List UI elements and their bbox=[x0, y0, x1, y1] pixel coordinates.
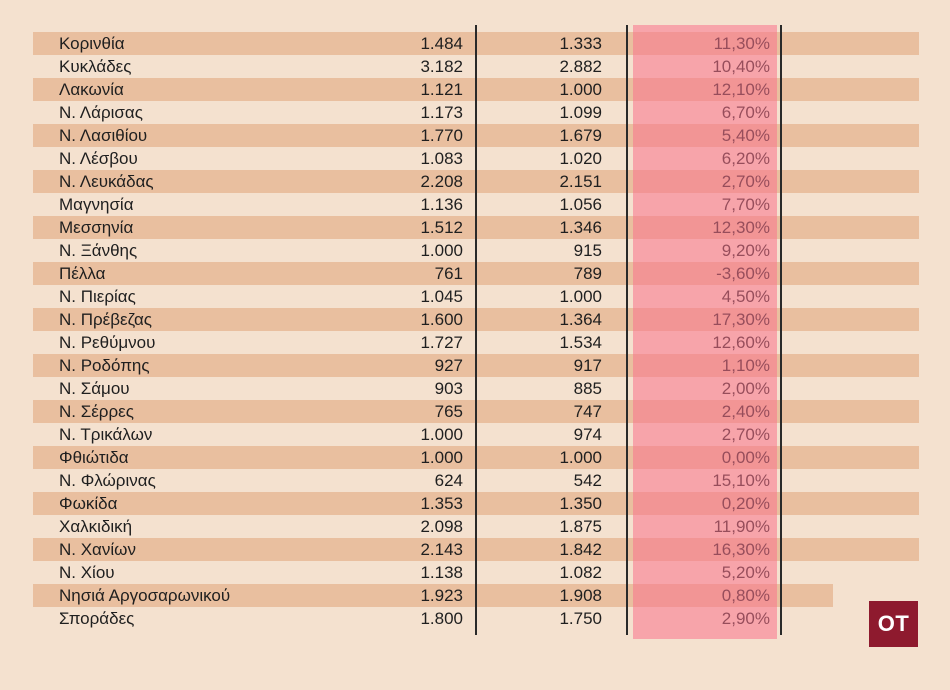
value-first: 3.182 bbox=[420, 57, 463, 76]
value-first: 1.353 bbox=[420, 494, 463, 513]
value-first: 2.098 bbox=[420, 517, 463, 536]
region-name: Σποράδες bbox=[59, 609, 135, 628]
value-first: 1.484 bbox=[420, 34, 463, 53]
value-second: 974 bbox=[573, 425, 602, 444]
region-name: Ν. Πρέβεζας bbox=[59, 310, 152, 329]
region-name: Ν. Ρεθύμνου bbox=[59, 333, 156, 352]
value-second: 789 bbox=[573, 264, 602, 283]
value-second: 1.534 bbox=[559, 333, 602, 352]
region-name: Ν. Λέσβου bbox=[59, 149, 138, 168]
region-name: Ν. Πιερίας bbox=[59, 287, 136, 306]
region-name: Ν. Τρικάλων bbox=[59, 425, 153, 444]
value-first: 1.173 bbox=[420, 103, 463, 122]
region-name: Ν. Χίου bbox=[59, 563, 115, 582]
value-second: 917 bbox=[573, 356, 602, 375]
value-first: 761 bbox=[434, 264, 463, 283]
value-first: 927 bbox=[434, 356, 463, 375]
column-divider-1 bbox=[475, 25, 477, 635]
value-first: 1.800 bbox=[420, 609, 463, 628]
region-name: Ν. Σέρρες bbox=[59, 402, 134, 421]
value-second: 885 bbox=[573, 379, 602, 398]
column-divider-2 bbox=[626, 25, 628, 635]
value-first: 1.512 bbox=[420, 218, 463, 237]
value-first: 2.143 bbox=[420, 540, 463, 559]
value-second: 1.099 bbox=[559, 103, 602, 122]
value-second: 1.000 bbox=[559, 287, 602, 306]
region-name: Ν. Λευκάδας bbox=[59, 172, 154, 191]
region-name: Μεσσηνία bbox=[59, 218, 134, 237]
value-first: 1.923 bbox=[420, 586, 463, 605]
value-first: 1.083 bbox=[420, 149, 463, 168]
value-second: 915 bbox=[573, 241, 602, 260]
value-second: 1.020 bbox=[559, 149, 602, 168]
value-first: 1.138 bbox=[420, 563, 463, 582]
region-name: Ν. Ροδόπης bbox=[59, 356, 150, 375]
value-first: 624 bbox=[434, 471, 463, 490]
value-first: 1.121 bbox=[420, 80, 463, 99]
value-second: 1.333 bbox=[559, 34, 602, 53]
value-second: 747 bbox=[573, 402, 602, 421]
region-name: Φθιώτιδα bbox=[59, 448, 129, 467]
value-second: 542 bbox=[573, 471, 602, 490]
value-first: 1.770 bbox=[420, 126, 463, 145]
value-first: 1.600 bbox=[420, 310, 463, 329]
value-second: 2.882 bbox=[559, 57, 602, 76]
value-first: 1.136 bbox=[420, 195, 463, 214]
region-name: Ν. Λασιθίου bbox=[59, 126, 148, 145]
region-name: Μαγνησία bbox=[59, 195, 134, 214]
value-first: 765 bbox=[434, 402, 463, 421]
region-name: Νησιά Αργοσαρωνικού bbox=[59, 586, 231, 605]
region-name: Ν. Λάρισας bbox=[59, 103, 143, 122]
value-first: 2.208 bbox=[420, 172, 463, 191]
column-divider-3 bbox=[780, 25, 782, 635]
value-second: 1.842 bbox=[559, 540, 602, 559]
value-first: 1.045 bbox=[420, 287, 463, 306]
value-second: 1.908 bbox=[559, 586, 602, 605]
value-second: 1.364 bbox=[559, 310, 602, 329]
value-second: 1.082 bbox=[559, 563, 602, 582]
value-first: 1.000 bbox=[420, 448, 463, 467]
value-second: 1.679 bbox=[559, 126, 602, 145]
region-name: Ν. Ξάνθης bbox=[59, 241, 138, 260]
value-first: 1.000 bbox=[420, 241, 463, 260]
region-name: Φωκίδα bbox=[59, 494, 118, 513]
value-second: 2.151 bbox=[559, 172, 602, 191]
value-second: 1.875 bbox=[559, 517, 602, 536]
region-name: Λακωνία bbox=[59, 80, 124, 99]
value-second: 1.350 bbox=[559, 494, 602, 513]
change-column-highlight bbox=[633, 25, 777, 639]
value-second: 1.750 bbox=[559, 609, 602, 628]
value-second: 1.000 bbox=[559, 80, 602, 99]
region-name: Χαλκιδική bbox=[59, 517, 133, 536]
region-name: Πέλλα bbox=[59, 264, 106, 283]
value-first: 903 bbox=[434, 379, 463, 398]
value-second: 1.346 bbox=[559, 218, 602, 237]
region-name: Ν. Χανίων bbox=[59, 540, 136, 559]
region-name: Κορινθία bbox=[59, 34, 125, 53]
region-name: Κυκλάδες bbox=[59, 57, 132, 76]
region-name: Ν. Σάμου bbox=[59, 379, 130, 398]
ot-logo: OT bbox=[869, 601, 918, 647]
value-first: 1.000 bbox=[420, 425, 463, 444]
region-name: Ν. Φλώρινας bbox=[59, 471, 156, 490]
value-second: 1.056 bbox=[559, 195, 602, 214]
value-second: 1.000 bbox=[559, 448, 602, 467]
value-first: 1.727 bbox=[420, 333, 463, 352]
